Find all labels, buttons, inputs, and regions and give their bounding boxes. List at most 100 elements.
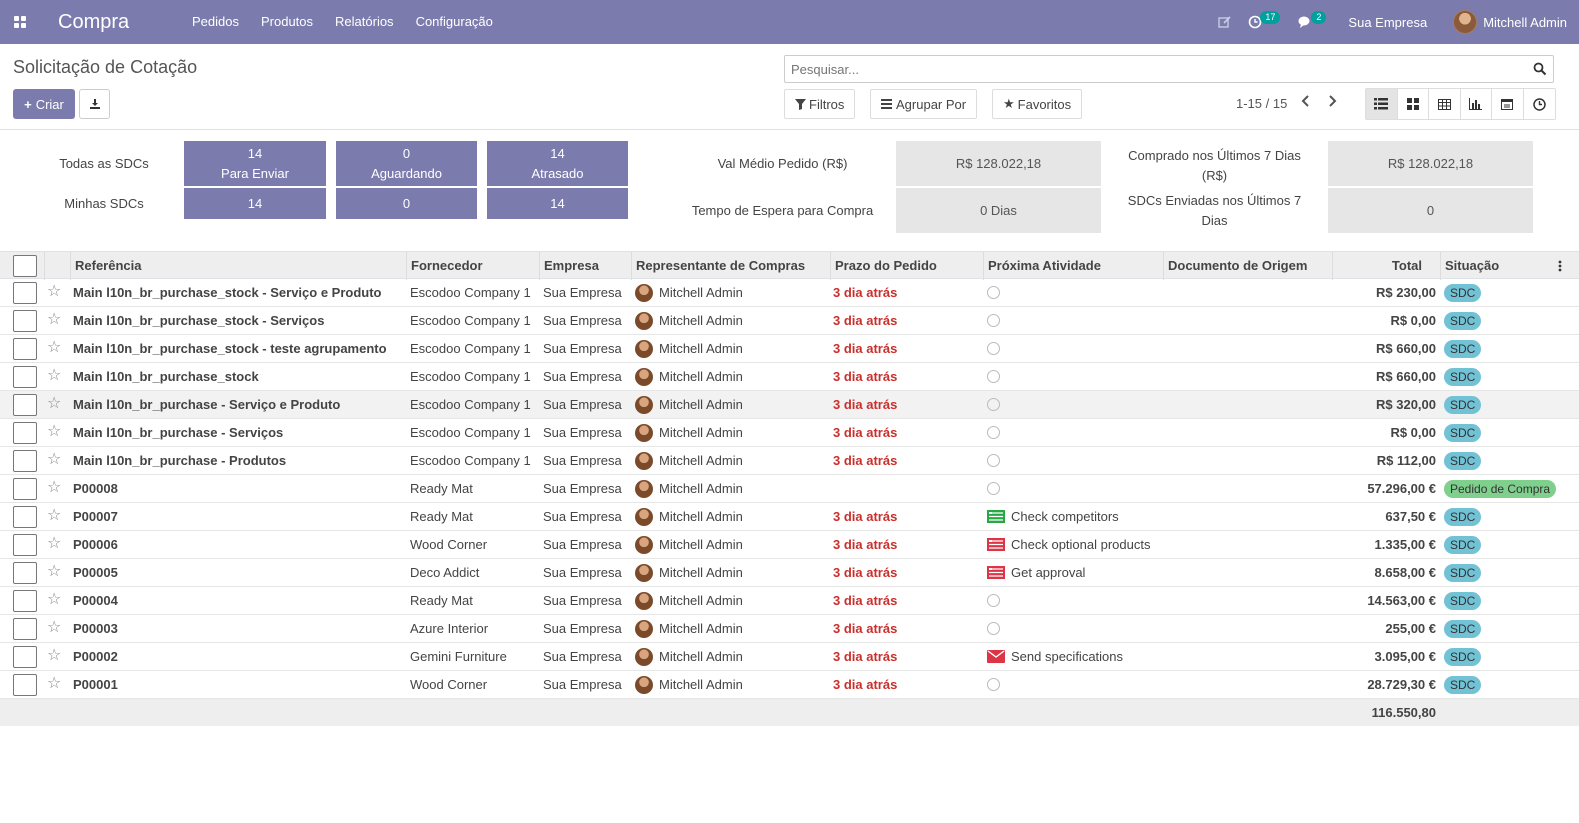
priority-star-icon[interactable]: ☆: [47, 367, 62, 384]
priority-star-icon[interactable]: ☆: [47, 423, 62, 440]
header-reference[interactable]: Referência: [70, 252, 406, 280]
priority-star-icon[interactable]: ☆: [47, 395, 62, 412]
list-view-icon[interactable]: [1366, 89, 1398, 119]
cell-reference[interactable]: P00007: [73, 509, 118, 524]
header-total[interactable]: Total: [1332, 252, 1440, 280]
cell-reference[interactable]: Main l10n_br_purchase_stock - teste agru…: [73, 341, 387, 356]
clock-icon[interactable]: [987, 621, 1000, 636]
clock-icon[interactable]: [987, 397, 1000, 412]
table-row[interactable]: ☆ Main l10n_br_purchase_stock - Serviços E…: [0, 307, 1579, 335]
table-row[interactable]: ☆ Main l10n_br_purchase - Serviços Escodoo…: [0, 419, 1579, 447]
calendar-view-icon[interactable]: [1492, 89, 1524, 119]
priority-star-icon[interactable]: ☆: [47, 535, 62, 552]
cell-reference[interactable]: Main l10n_br_purchase_stock - Serviços: [73, 313, 325, 328]
search-input[interactable]: [785, 56, 1515, 82]
header-status[interactable]: Situação: [1440, 252, 1579, 280]
priority-star-icon[interactable]: ☆: [47, 563, 62, 580]
cell-reference[interactable]: Main l10n_br_purchase - Serviços: [73, 425, 284, 440]
app-name[interactable]: Compra: [58, 10, 130, 33]
cell-activity[interactable]: Get approval: [987, 559, 1163, 587]
table-row[interactable]: ☆ Main l10n_br_purchase - Produtos Escodoo…: [0, 447, 1579, 475]
table-row[interactable]: ☆ P00003 Azure Interior Sua Empresa Mitchell…: [0, 615, 1579, 643]
cell-activity[interactable]: Send specifications: [987, 643, 1163, 671]
menu-pedidos[interactable]: Pedidos: [192, 14, 239, 29]
cell-activity[interactable]: [987, 447, 1163, 475]
row-checkbox[interactable]: [13, 478, 37, 500]
cell-reference[interactable]: P00006: [73, 537, 118, 552]
table-row[interactable]: ☆ Main l10n_br_purchase_stock - Serviço e…: [0, 279, 1579, 307]
cell-reference[interactable]: P00008: [73, 481, 118, 496]
priority-star-icon[interactable]: ☆: [47, 647, 62, 664]
activity-button[interactable]: 17: [1240, 0, 1290, 44]
cell-activity[interactable]: [987, 335, 1163, 363]
select-all-checkbox[interactable]: [13, 255, 37, 277]
tile-my-late[interactable]: 14: [487, 188, 628, 219]
clock-icon[interactable]: [987, 593, 1000, 608]
cell-activity[interactable]: [987, 671, 1163, 699]
search-icon[interactable]: [1533, 62, 1547, 76]
row-checkbox[interactable]: [13, 646, 37, 668]
cell-reference[interactable]: Main l10n_br_purchase - Produtos: [73, 453, 287, 468]
cell-activity[interactable]: Check optional products: [987, 531, 1163, 559]
header-rep[interactable]: Representante de Compras: [631, 252, 830, 280]
priority-star-icon[interactable]: ☆: [47, 591, 62, 608]
row-checkbox[interactable]: [13, 394, 37, 416]
tasks-red-icon[interactable]: [987, 565, 1011, 580]
priority-star-icon[interactable]: ☆: [47, 619, 62, 636]
messages-button[interactable]: 2: [1290, 0, 1336, 44]
pager-previous-icon[interactable]: [1300, 94, 1310, 111]
tasks-green-icon[interactable]: [987, 509, 1011, 524]
cell-activity[interactable]: [987, 279, 1163, 307]
header-vendor[interactable]: Fornecedor: [406, 252, 539, 280]
priority-star-icon[interactable]: ☆: [47, 339, 62, 356]
table-row[interactable]: ☆ P00002 Gemini Furniture Sua Empresa Mitche…: [0, 643, 1579, 671]
cell-reference[interactable]: P00005: [73, 565, 118, 580]
clock-icon[interactable]: [987, 425, 1000, 440]
table-row[interactable]: ☆ P00005 Deco Addict Sua Empresa Mitchell Ad…: [0, 559, 1579, 587]
user-menu[interactable]: Mitchell Admin: [1445, 0, 1579, 44]
row-checkbox[interactable]: [13, 534, 37, 556]
cell-reference[interactable]: P00002: [73, 649, 118, 664]
priority-star-icon[interactable]: ☆: [47, 451, 62, 468]
clock-icon[interactable]: [987, 453, 1000, 468]
cell-activity[interactable]: [987, 391, 1163, 419]
tile-my-waiting[interactable]: 0: [336, 188, 477, 219]
cell-reference[interactable]: Main l10n_br_purchase - Serviço e Produt…: [73, 397, 341, 412]
priority-star-icon[interactable]: ☆: [47, 311, 62, 328]
tile-late[interactable]: 14 Atrasado: [487, 141, 628, 186]
pager-next-icon[interactable]: [1328, 94, 1338, 111]
row-checkbox[interactable]: [13, 282, 37, 304]
apps-menu-icon[interactable]: [0, 0, 40, 44]
table-row[interactable]: ☆ P00006 Wood Corner Sua Empresa Mitchell Ad…: [0, 531, 1579, 559]
header-company[interactable]: Empresa: [539, 252, 631, 280]
row-checkbox[interactable]: [13, 618, 37, 640]
row-checkbox[interactable]: [13, 422, 37, 444]
tasks-red-icon[interactable]: [987, 537, 1011, 552]
envelope-red-icon[interactable]: [987, 649, 1011, 664]
table-row[interactable]: ☆ P00004 Ready Mat Sua Empresa Mitchell Admi…: [0, 587, 1579, 615]
row-checkbox[interactable]: [13, 310, 37, 332]
cell-reference[interactable]: Main l10n_br_purchase_stock: [73, 369, 259, 384]
menu-produtos[interactable]: Produtos: [260, 14, 314, 29]
kanban-view-icon[interactable]: [1397, 89, 1429, 119]
table-row[interactable]: ☆ P00008 Ready Mat Sua Empresa Mitchell Admi…: [0, 475, 1579, 503]
create-button[interactable]: + Criar: [13, 89, 75, 119]
cell-activity[interactable]: [987, 363, 1163, 391]
priority-star-icon[interactable]: ☆: [47, 479, 62, 496]
table-row[interactable]: ☆ Main l10n_br_purchase - Serviço e Produ…: [0, 391, 1579, 419]
header-activity[interactable]: Próxima Atividade: [983, 252, 1163, 280]
clock-icon[interactable]: [987, 677, 1000, 692]
clock-icon[interactable]: [987, 369, 1000, 384]
menu-relatorios[interactable]: Relatórios: [335, 14, 394, 29]
header-deadline[interactable]: Prazo do Pedido: [830, 252, 983, 280]
cell-activity[interactable]: [987, 587, 1163, 615]
cell-activity[interactable]: Check competitors: [987, 503, 1163, 531]
cell-activity[interactable]: [987, 615, 1163, 643]
graph-view-icon[interactable]: [1460, 89, 1492, 119]
cell-reference[interactable]: P00004: [73, 593, 118, 608]
header-origin[interactable]: Documento de Origem: [1163, 252, 1332, 280]
table-row[interactable]: ☆ P00007 Ready Mat Sua Empresa Mitchell Admi…: [0, 503, 1579, 531]
activity-view-icon[interactable]: [1523, 89, 1555, 119]
group-by-button[interactable]: Agrupar Por: [870, 89, 978, 119]
clock-icon[interactable]: [987, 285, 1000, 300]
